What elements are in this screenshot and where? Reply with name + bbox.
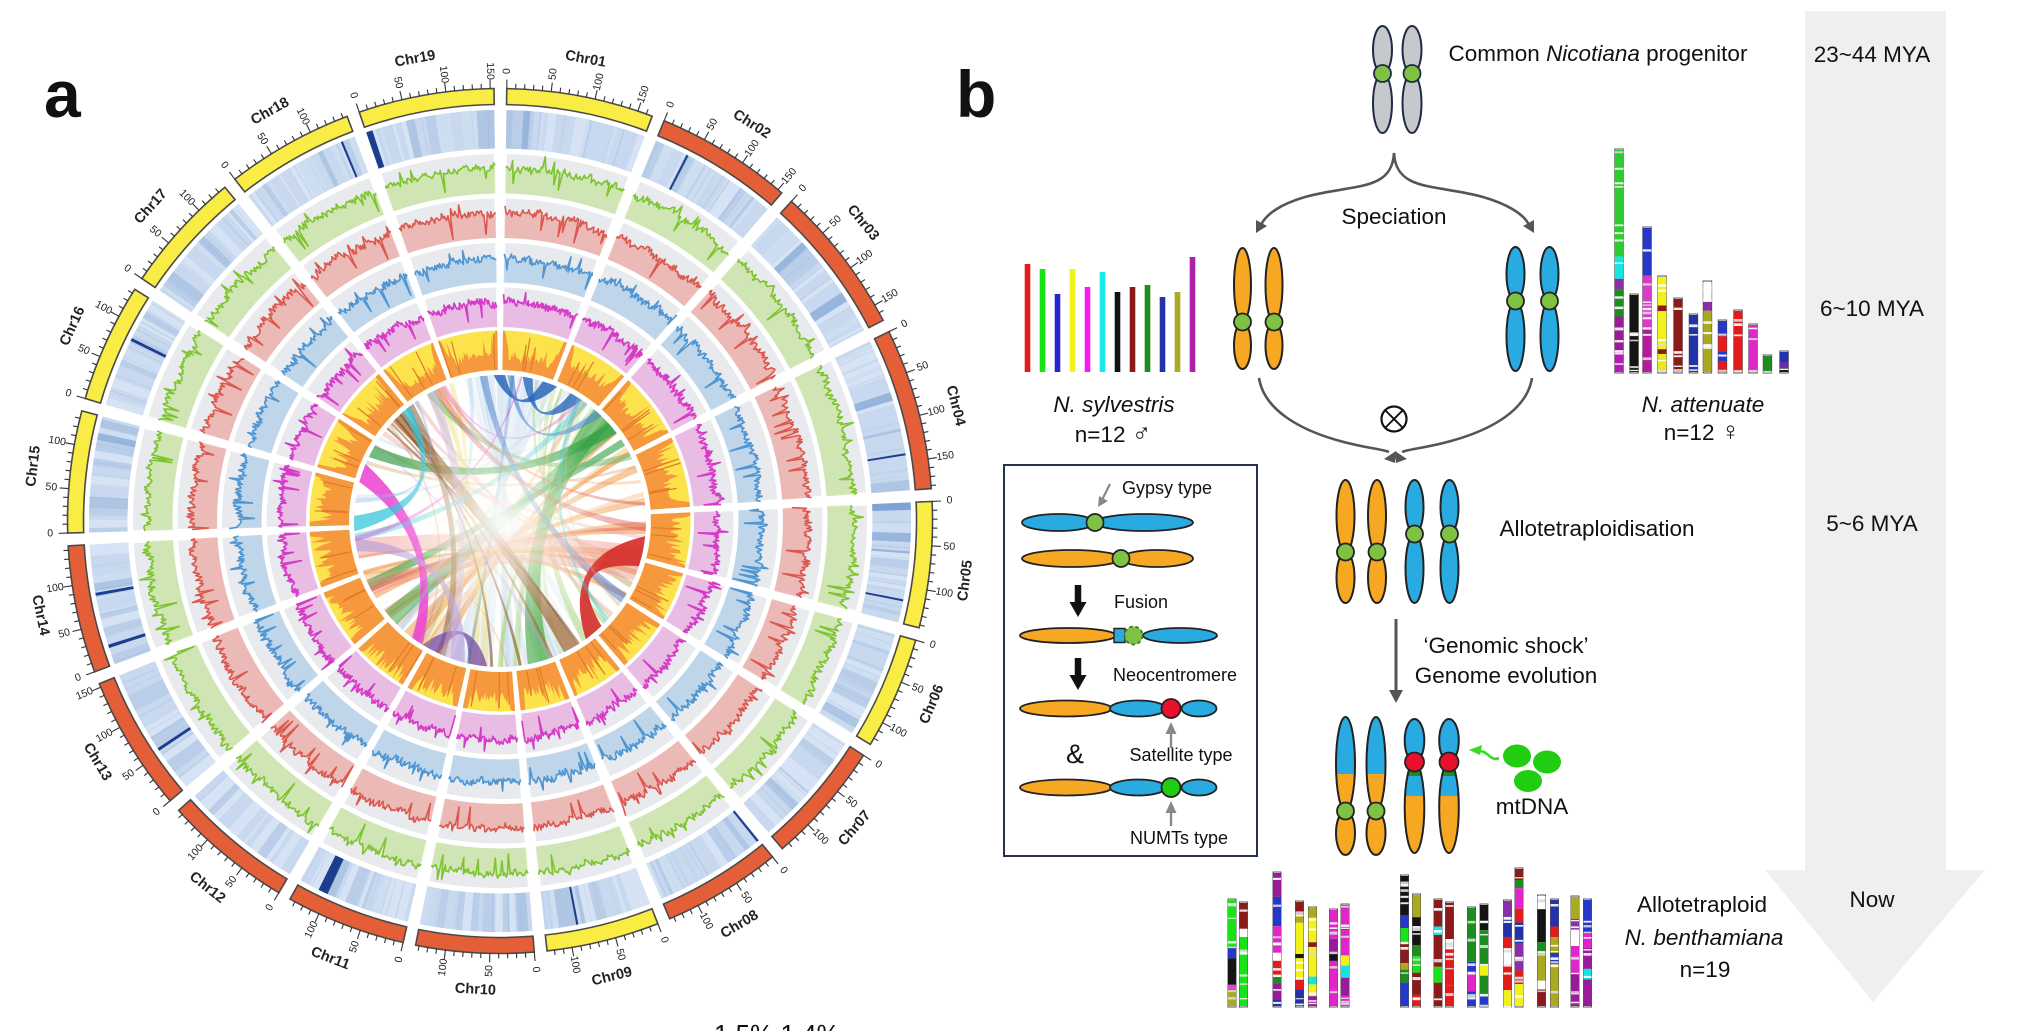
svg-text:0: 0 xyxy=(530,966,542,973)
svg-text:Allotetraploidisation: Allotetraploidisation xyxy=(1499,516,1694,541)
svg-text:150: 150 xyxy=(484,62,496,80)
svg-text:50: 50 xyxy=(915,359,930,374)
svg-text:0: 0 xyxy=(347,91,360,101)
svg-text:0: 0 xyxy=(64,387,73,400)
svg-text:0: 0 xyxy=(122,262,134,275)
svg-text:a: a xyxy=(44,57,82,131)
svg-text:Gypsy type: Gypsy type xyxy=(1122,478,1212,498)
svg-text:b: b xyxy=(956,57,996,131)
svg-text:100: 100 xyxy=(568,955,583,974)
svg-text:50: 50 xyxy=(391,76,405,90)
svg-text:Chr01: Chr01 xyxy=(564,48,607,71)
svg-text:Now: Now xyxy=(1849,887,1895,912)
svg-text:0: 0 xyxy=(664,99,677,109)
svg-text:‘Genomic shock’: ‘Genomic shock’ xyxy=(1423,633,1588,658)
svg-text:0: 0 xyxy=(501,68,513,74)
svg-text:50: 50 xyxy=(704,116,720,132)
svg-text:Genome evolution: Genome evolution xyxy=(1415,663,1598,688)
svg-text:100: 100 xyxy=(437,65,451,84)
svg-text:N. benthamiana: N. benthamiana xyxy=(1625,925,1784,950)
svg-text:0: 0 xyxy=(873,758,885,771)
svg-text:50: 50 xyxy=(546,68,559,81)
svg-text:50: 50 xyxy=(483,965,495,977)
svg-text:N. attenuate: N. attenuate xyxy=(1642,392,1765,417)
svg-text:NUMTs type: NUMTs type xyxy=(1130,828,1228,848)
svg-text:Chr05: Chr05 xyxy=(955,559,976,602)
svg-text:n=12 ♂: n=12 ♂ xyxy=(1075,418,1151,448)
svg-text:50: 50 xyxy=(347,939,362,954)
svg-text:50: 50 xyxy=(57,626,71,641)
svg-text:Chr15: Chr15 xyxy=(23,445,44,488)
svg-text:50: 50 xyxy=(45,481,58,494)
svg-text:6~10 MYA: 6~10 MYA xyxy=(1820,296,1924,321)
svg-text:5~6 MYA: 5~6 MYA xyxy=(1826,511,1918,536)
svg-text:0: 0 xyxy=(658,935,671,945)
svg-text:50: 50 xyxy=(738,890,755,906)
svg-text:23~44 MYA: 23~44 MYA xyxy=(1814,42,1931,67)
svg-text:&: & xyxy=(1066,739,1084,769)
svg-text:1.5% 1.4%: 1.5% 1.4% xyxy=(714,1019,840,1031)
svg-text:150: 150 xyxy=(635,84,652,105)
svg-text:100: 100 xyxy=(591,72,607,92)
svg-text:Neocentromere: Neocentromere xyxy=(1113,665,1237,685)
svg-text:0: 0 xyxy=(263,902,276,913)
svg-text:100: 100 xyxy=(46,581,65,596)
svg-text:Satellite type: Satellite type xyxy=(1129,745,1232,765)
svg-text:50: 50 xyxy=(613,947,628,962)
svg-text:50: 50 xyxy=(254,131,270,147)
svg-text:50: 50 xyxy=(120,767,137,784)
svg-text:Chr10: Chr10 xyxy=(454,981,496,999)
svg-text:mtDNA: mtDNA xyxy=(1496,794,1569,819)
svg-text:100: 100 xyxy=(47,434,67,449)
svg-text:50: 50 xyxy=(910,681,925,697)
svg-text:Fusion: Fusion xyxy=(1114,592,1168,612)
svg-text:n=19: n=19 xyxy=(1680,957,1731,982)
svg-text:0: 0 xyxy=(73,671,83,684)
svg-text:150: 150 xyxy=(936,449,955,463)
svg-text:100: 100 xyxy=(436,958,450,977)
svg-text:50: 50 xyxy=(76,342,92,358)
svg-text:0: 0 xyxy=(946,494,953,506)
svg-text:N. sylvestris: N. sylvestris xyxy=(1053,392,1174,417)
svg-text:Allotetraploid: Allotetraploid xyxy=(1637,892,1767,917)
svg-text:0: 0 xyxy=(928,638,937,651)
svg-text:0: 0 xyxy=(392,955,405,964)
svg-text:0: 0 xyxy=(899,317,910,330)
svg-text:50: 50 xyxy=(943,540,956,553)
svg-text:100: 100 xyxy=(926,403,946,419)
svg-text:100: 100 xyxy=(935,585,954,600)
svg-text:n=12 ♀: n=12 ♀ xyxy=(1664,416,1740,446)
svg-text:Chr19: Chr19 xyxy=(394,47,437,70)
svg-text:Speciation: Speciation xyxy=(1341,204,1446,229)
svg-text:0: 0 xyxy=(47,527,53,539)
svg-text:Common Nicotiana progenitor: Common Nicotiana progenitor xyxy=(1449,41,1748,66)
